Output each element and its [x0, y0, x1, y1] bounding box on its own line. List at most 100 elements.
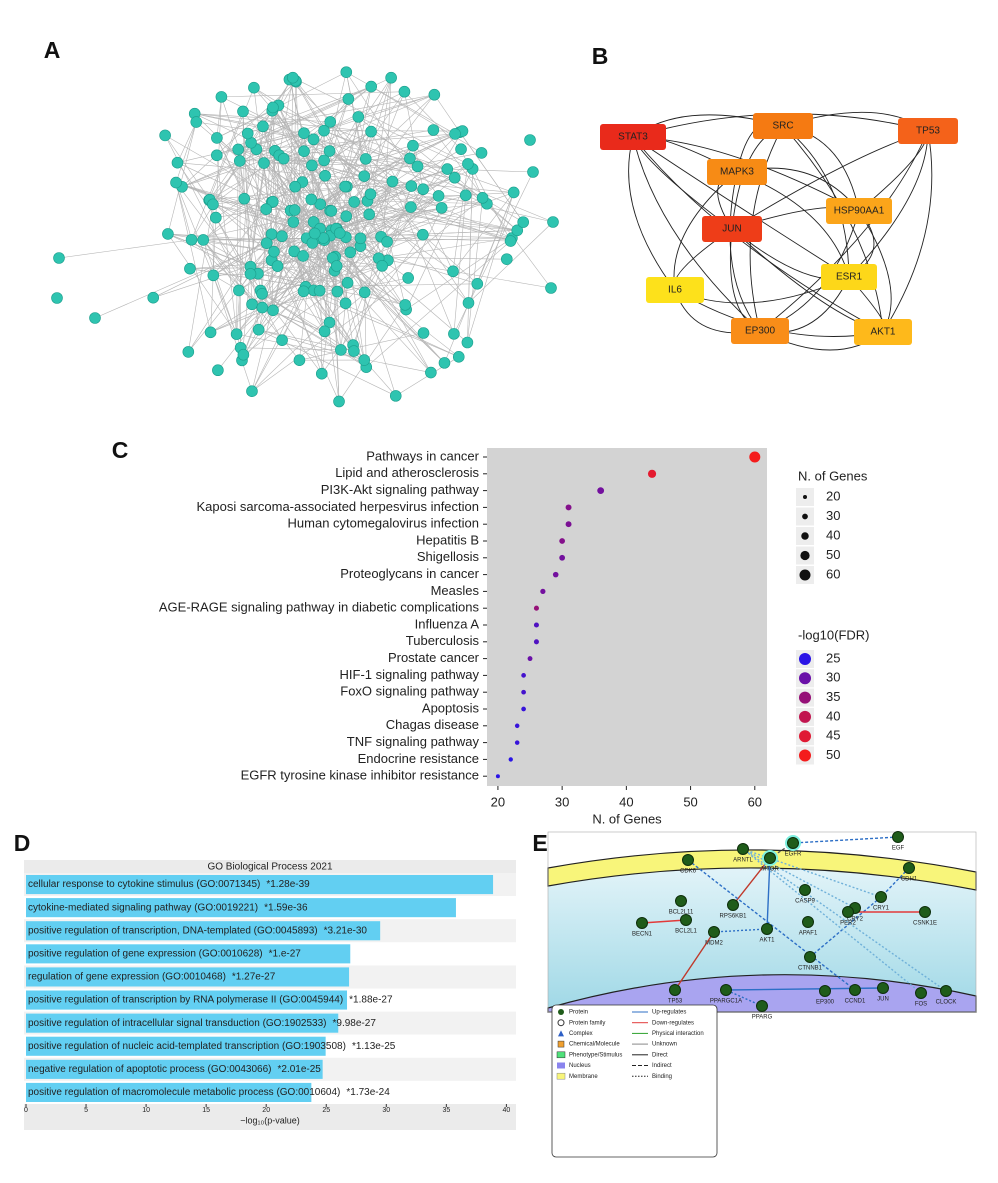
protein-node [849, 984, 861, 996]
network-node [159, 129, 171, 142]
outside [548, 832, 976, 872]
legend-color-mark [799, 672, 811, 685]
network-edge [181, 81, 297, 187]
network-edge [274, 150, 338, 292]
network-node [504, 235, 517, 247]
network-node [305, 193, 318, 206]
network-edge [209, 199, 306, 288]
network-edge [236, 333, 431, 373]
network-edge [330, 207, 442, 236]
network-node [358, 354, 371, 366]
network-edge [167, 233, 237, 335]
network-edge [299, 332, 424, 361]
bar-label: positive regulation of intracellular sig… [28, 1018, 327, 1029]
network-edge [210, 307, 263, 333]
legend-item [557, 1019, 565, 1027]
gene-node [821, 264, 877, 290]
legend-label: 35 [826, 689, 840, 704]
x-tick-label: 40 [502, 1107, 510, 1114]
legend-label: Phenotype/Stimulus [569, 1052, 622, 1058]
network-node [318, 124, 330, 137]
network-edge [94, 242, 267, 319]
network-node [182, 346, 195, 358]
network-node [256, 287, 268, 300]
legend-label: 60 [826, 566, 840, 581]
pathway-edge [732, 857, 771, 906]
bar-label: positive regulation of transcription, DN… [28, 925, 318, 936]
network-node [340, 66, 353, 78]
network-node [428, 88, 441, 101]
node-label: CRY1 [873, 906, 890, 912]
protein-node [675, 895, 687, 907]
network-edge [311, 199, 487, 205]
legend-color-mark [799, 653, 811, 665]
legend-item [557, 1040, 565, 1048]
network-node [238, 192, 251, 205]
network-node [339, 297, 352, 310]
network-node [399, 299, 411, 311]
network-edge [452, 192, 514, 272]
y-tick-label: Proteoglycans in cancer [340, 566, 479, 581]
pathway-edge [742, 848, 856, 909]
network-node [432, 190, 445, 202]
y-tick-label: AGE-RAGE signaling pathway in diabetic c… [159, 600, 480, 615]
p-value-label: *1.e-27 [269, 948, 302, 959]
network-edge [277, 116, 359, 267]
network-edge [253, 87, 275, 252]
network-edge [453, 195, 467, 334]
network-edge [258, 329, 365, 361]
protein-node [802, 916, 814, 928]
dot [552, 571, 559, 578]
network-node [314, 198, 327, 210]
network-edge [175, 182, 211, 333]
network-edge [339, 194, 466, 234]
y-tick-label: Shigellosis [417, 549, 480, 564]
network-node [306, 159, 318, 172]
node-label: FOS [915, 1002, 927, 1008]
network-node [147, 291, 160, 304]
network-edge [360, 246, 432, 373]
network-edge [331, 94, 435, 231]
network-node [271, 260, 284, 272]
protein-node [892, 831, 904, 843]
network-edge [313, 290, 459, 358]
network-node [417, 327, 430, 339]
network-edge [188, 204, 214, 352]
network-edge [294, 130, 463, 211]
network-node [53, 252, 65, 264]
network-edge [289, 79, 393, 182]
bar [26, 921, 381, 941]
network-edge [354, 201, 518, 231]
network-edge [303, 132, 488, 205]
p-value-label: *9.98e-27 [333, 1018, 377, 1029]
network-node [207, 269, 220, 282]
network-edge [628, 136, 676, 291]
network-node [527, 166, 539, 178]
p-value-label: *1.73e-24 [346, 1087, 390, 1098]
protein-node [877, 982, 889, 994]
dot [597, 487, 605, 494]
network-node [335, 344, 347, 356]
network-edge [261, 265, 383, 295]
node-label: BCL2L1 [675, 929, 697, 935]
network-node [297, 250, 309, 262]
p-value-label: *2.01e-25 [278, 1064, 322, 1075]
network-node [402, 272, 414, 284]
network-node [471, 278, 484, 290]
network-edge [335, 256, 507, 260]
legend-label: Membrane [569, 1074, 598, 1080]
network-node [308, 227, 321, 240]
network-node [244, 268, 257, 280]
network-node [385, 71, 397, 84]
network-edge [422, 234, 469, 304]
network-node [352, 111, 365, 123]
network-edge [215, 208, 267, 218]
network-node [461, 336, 474, 349]
bar-label: positive regulation of transcription by … [28, 995, 343, 1006]
node-label: CDH1 [901, 877, 918, 883]
y-tick-label: Lipid and atherosclerosis [335, 465, 479, 480]
network-node [51, 292, 63, 304]
network-node [323, 145, 336, 157]
x-axis-label: −log₁₀(p-value) [240, 1115, 300, 1125]
network-node [325, 205, 338, 217]
